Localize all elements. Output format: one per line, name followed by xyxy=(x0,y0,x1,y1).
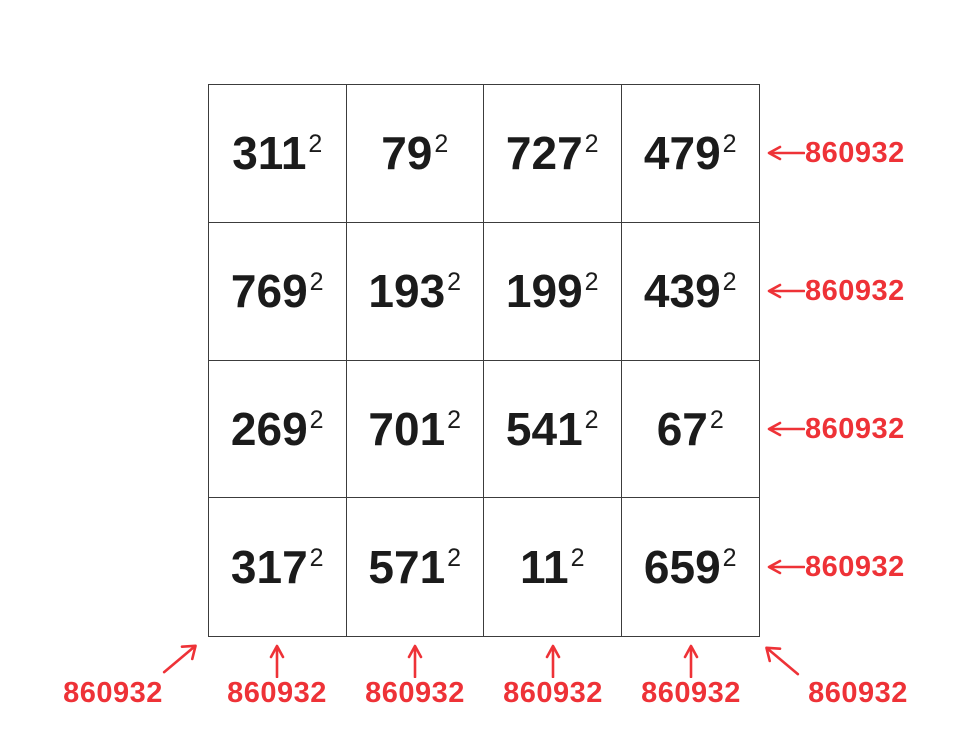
cell-exponent: 2 xyxy=(447,268,462,297)
cell-value: 7692 xyxy=(231,268,324,314)
grid-cell-r4c2: 5712 xyxy=(347,498,484,636)
row-sum-label-4: 860932 xyxy=(763,550,905,584)
row-sum-label-3: 860932 xyxy=(763,412,905,446)
cell-base-number: 659 xyxy=(643,541,721,594)
cell-base-number: 571 xyxy=(368,541,446,594)
cell-base-number: 199 xyxy=(505,265,583,318)
row-sum-value: 860932 xyxy=(805,136,905,169)
cell-base-number: 439 xyxy=(643,265,721,318)
cell-value: 792 xyxy=(381,130,448,176)
cell-base-number: 11 xyxy=(519,541,569,594)
diagonal-sum-label-left: 860932 xyxy=(63,677,163,709)
cell-exponent: 2 xyxy=(309,544,324,573)
col-sum-label-1: 860932 xyxy=(227,677,327,709)
up-arrow-icon xyxy=(683,644,699,678)
cell-exponent: 2 xyxy=(722,268,737,297)
cell-exponent: 2 xyxy=(308,130,323,159)
grid-cell-r1c3: 7272 xyxy=(484,85,622,223)
grid-cell-r2c2: 1932 xyxy=(346,222,484,361)
cell-base-number: 67 xyxy=(656,402,708,455)
col-sum-label-4: 860932 xyxy=(641,677,741,709)
diagonal-sum-label-right: 860932 xyxy=(808,677,908,709)
cell-exponent: 2 xyxy=(709,405,724,434)
cell-value: 1932 xyxy=(368,268,461,314)
col-sum-label-2: 860932 xyxy=(365,677,465,709)
left-arrow-icon xyxy=(767,421,805,437)
cell-base-number: 79 xyxy=(381,127,433,180)
grid-cell-r2c4: 4392 xyxy=(621,223,759,361)
cell-value: 4792 xyxy=(644,130,737,176)
grid-cell-r1c4: 4792 xyxy=(621,85,759,223)
grid-cell-r4c1: 3172 xyxy=(209,498,347,636)
cell-value: 7272 xyxy=(506,130,599,176)
row-sum-value: 860932 xyxy=(805,412,905,445)
grid-cell-r3c2: 7012 xyxy=(346,360,484,499)
grid-cell-r1c2: 792 xyxy=(346,85,484,223)
cell-exponent: 2 xyxy=(447,544,462,573)
cell-base-number: 727 xyxy=(505,127,583,180)
cell-exponent: 2 xyxy=(722,544,737,573)
cell-value: 5712 xyxy=(368,544,461,590)
cell-value: 112 xyxy=(520,544,585,590)
cell-exponent: 2 xyxy=(584,405,599,434)
cell-exponent: 2 xyxy=(570,544,585,573)
cell-base-number: 311 xyxy=(232,127,307,180)
grid-cell-r3c1: 2692 xyxy=(209,360,347,499)
cell-exponent: 2 xyxy=(584,130,599,159)
row-sum-label-2: 860932 xyxy=(763,274,905,308)
cell-base-number: 269 xyxy=(230,402,308,455)
row-sum-value: 860932 xyxy=(805,550,905,583)
cell-value: 3172 xyxy=(231,544,324,590)
left-arrow-icon xyxy=(767,283,805,299)
grid-cell-r3c3: 5412 xyxy=(484,360,622,499)
cell-value: 4392 xyxy=(644,268,737,314)
grid-cell-r4c4: 6592 xyxy=(622,498,760,636)
cell-value: 7012 xyxy=(368,406,461,452)
cell-value: 2692 xyxy=(231,406,324,452)
grid-cell-r1c1: 3112 xyxy=(209,85,347,223)
up-right-arrow-icon xyxy=(162,644,197,674)
cell-value: 1992 xyxy=(506,268,599,314)
cell-value: 5412 xyxy=(506,406,599,452)
col-sum-label-3: 860932 xyxy=(503,677,603,709)
grid-cell-r2c3: 1992 xyxy=(484,222,622,361)
up-arrow-icon xyxy=(269,644,285,678)
cell-base-number: 479 xyxy=(643,127,721,180)
grid-cell-r3c4: 672 xyxy=(621,361,759,499)
up-left-arrow-icon xyxy=(765,646,800,676)
magic-square-grid: 3112 792 7272 4792 7692 1932 1992 4392 2… xyxy=(208,84,760,637)
cell-exponent: 2 xyxy=(434,130,449,159)
cell-exponent: 2 xyxy=(309,405,324,434)
cell-base-number: 701 xyxy=(368,402,446,455)
cell-exponent: 2 xyxy=(584,268,599,297)
grid-cell-r2c1: 7692 xyxy=(209,222,347,361)
row-sum-label-1: 860932 xyxy=(763,136,905,170)
cell-exponent: 2 xyxy=(447,405,462,434)
up-arrow-icon xyxy=(545,644,561,678)
cell-value: 3112 xyxy=(232,130,322,176)
left-arrow-icon xyxy=(767,559,805,575)
left-arrow-icon xyxy=(767,145,805,161)
cell-base-number: 193 xyxy=(368,265,446,318)
cell-base-number: 541 xyxy=(505,402,583,455)
cell-base-number: 317 xyxy=(230,541,308,594)
cell-base-number: 769 xyxy=(230,265,308,318)
cell-value: 6592 xyxy=(644,544,737,590)
cell-value: 672 xyxy=(657,406,724,452)
up-arrow-icon xyxy=(407,644,423,678)
grid-cell-r4c3: 112 xyxy=(484,498,622,636)
cell-exponent: 2 xyxy=(722,130,737,159)
row-sum-value: 860932 xyxy=(805,274,905,307)
cell-exponent: 2 xyxy=(309,268,324,297)
